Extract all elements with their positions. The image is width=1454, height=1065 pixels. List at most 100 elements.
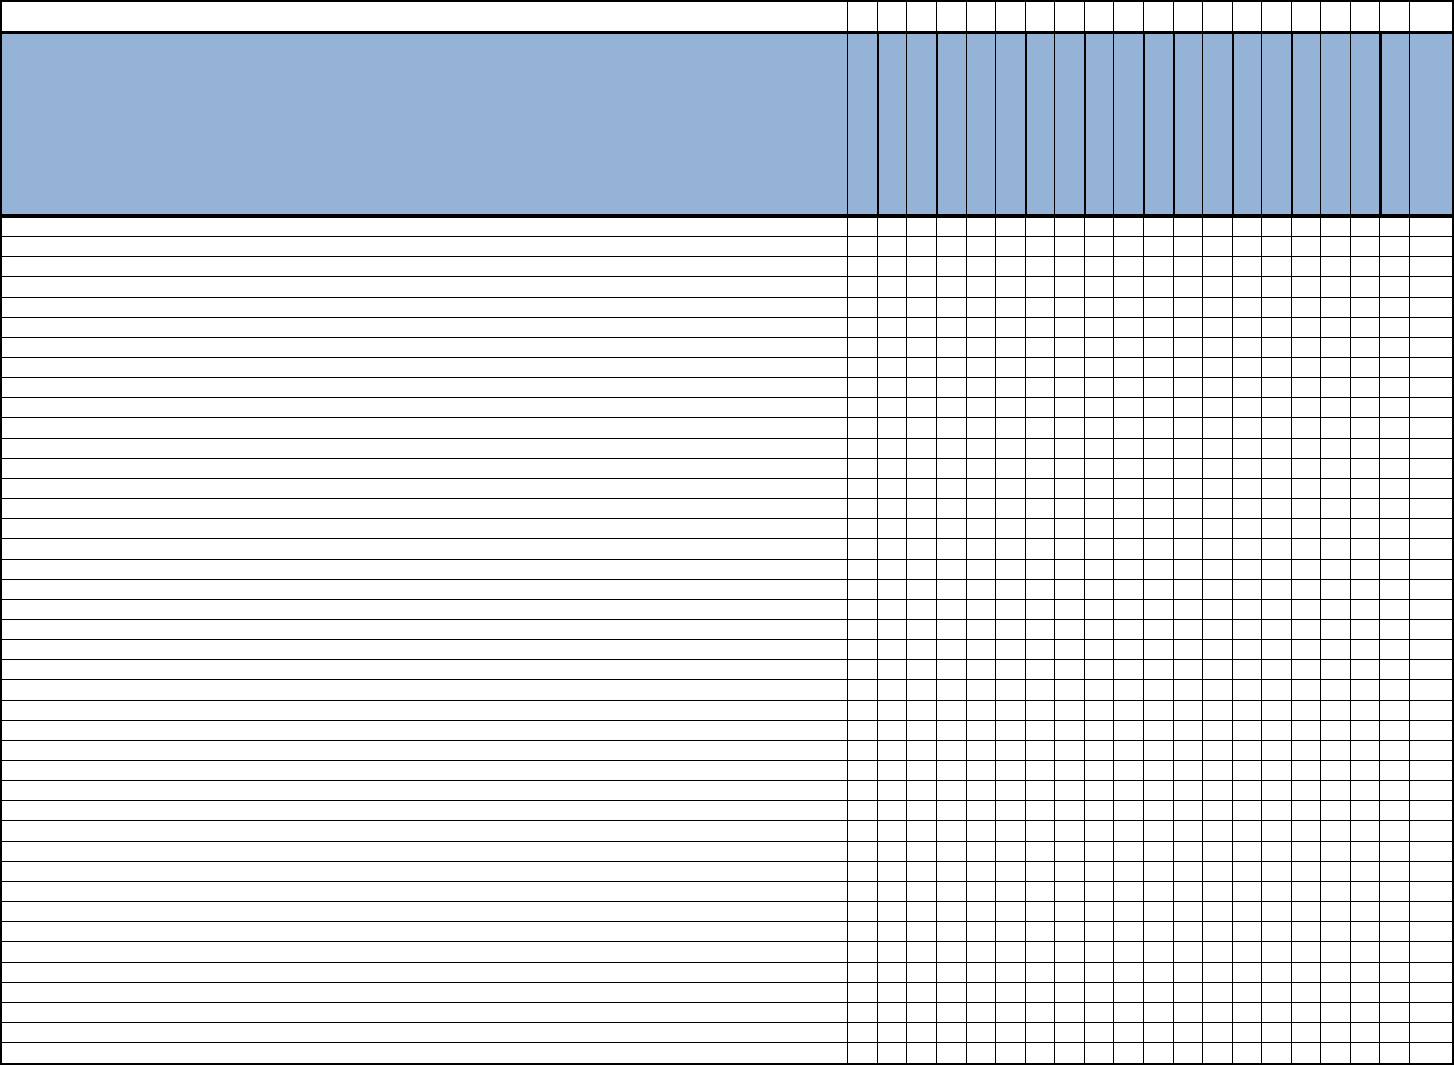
data-cell[interactable]: [1380, 721, 1410, 741]
data-cell[interactable]: [1292, 216, 1321, 237]
data-cell[interactable]: [1292, 418, 1321, 439]
data-cell[interactable]: [1380, 398, 1410, 418]
data-cell[interactable]: [1203, 922, 1233, 942]
data-cell[interactable]: [1262, 620, 1292, 640]
data-cell[interactable]: [1410, 1023, 1454, 1043]
data-cell[interactable]: [1174, 358, 1203, 378]
data-cell[interactable]: [848, 398, 878, 418]
data-cell[interactable]: [1114, 660, 1144, 680]
data-cell[interactable]: [937, 963, 967, 983]
title-row-cell[interactable]: [1351, 0, 1380, 33]
data-cell[interactable]: [1026, 519, 1055, 539]
data-cell[interactable]: [1144, 963, 1174, 983]
data-cell[interactable]: [1144, 741, 1174, 761]
data-cell[interactable]: [967, 801, 996, 821]
data-cell[interactable]: [1085, 237, 1114, 257]
data-cell[interactable]: [1380, 298, 1410, 318]
data-cell[interactable]: [907, 781, 937, 801]
data-cell[interactable]: [1174, 741, 1203, 761]
data-cell[interactable]: [996, 680, 1026, 701]
data-cell[interactable]: [1085, 781, 1114, 801]
data-cell[interactable]: [996, 963, 1026, 983]
data-cell[interactable]: [848, 942, 878, 963]
data-cell[interactable]: [0, 318, 848, 338]
data-cell[interactable]: [1380, 801, 1410, 821]
data-cell[interactable]: [907, 620, 937, 640]
data-cell[interactable]: [1203, 1023, 1233, 1043]
data-cell[interactable]: [1233, 983, 1262, 1003]
data-cell[interactable]: [937, 398, 967, 418]
data-cell[interactable]: [1351, 519, 1380, 539]
data-cell[interactable]: [1321, 942, 1351, 963]
data-cell[interactable]: [1292, 338, 1321, 358]
data-cell[interactable]: [907, 862, 937, 882]
header-cell[interactable]: [0, 33, 848, 216]
data-cell[interactable]: [1351, 761, 1380, 781]
data-cell[interactable]: [1233, 620, 1262, 640]
data-cell[interactable]: [967, 318, 996, 338]
data-cell[interactable]: [1380, 378, 1410, 398]
data-cell[interactable]: [1026, 338, 1055, 358]
data-cell[interactable]: [848, 801, 878, 821]
data-cell[interactable]: [1144, 539, 1174, 560]
data-cell[interactable]: [1055, 378, 1085, 398]
data-cell[interactable]: [1114, 539, 1144, 560]
data-cell[interactable]: [1144, 257, 1174, 277]
data-cell[interactable]: [907, 277, 937, 298]
data-cell[interactable]: [1410, 620, 1454, 640]
data-cell[interactable]: [907, 318, 937, 338]
data-cell[interactable]: [1174, 761, 1203, 781]
data-cell[interactable]: [848, 237, 878, 257]
title-row-cell[interactable]: [1203, 0, 1233, 33]
data-cell[interactable]: [1144, 519, 1174, 539]
data-cell[interactable]: [0, 640, 848, 660]
data-cell[interactable]: [1026, 721, 1055, 741]
data-cell[interactable]: [878, 963, 907, 983]
data-cell[interactable]: [1174, 298, 1203, 318]
data-cell[interactable]: [1233, 1003, 1262, 1023]
data-cell[interactable]: [1292, 277, 1321, 298]
data-cell[interactable]: [1026, 560, 1055, 580]
data-cell[interactable]: [937, 640, 967, 660]
data-cell[interactable]: [937, 519, 967, 539]
data-cell[interactable]: [848, 499, 878, 519]
data-cell[interactable]: [1203, 761, 1233, 781]
data-cell[interactable]: [1351, 801, 1380, 821]
data-cell[interactable]: [1321, 862, 1351, 882]
data-cell[interactable]: [1351, 539, 1380, 560]
data-cell[interactable]: [0, 701, 848, 721]
data-cell[interactable]: [1085, 862, 1114, 882]
data-cell[interactable]: [937, 560, 967, 580]
data-cell[interactable]: [1114, 640, 1144, 660]
data-cell[interactable]: [1203, 277, 1233, 298]
data-cell[interactable]: [0, 560, 848, 580]
data-cell[interactable]: [1292, 862, 1321, 882]
data-cell[interactable]: [967, 680, 996, 701]
data-cell[interactable]: [1262, 358, 1292, 378]
data-cell[interactable]: [1380, 459, 1410, 479]
data-cell[interactable]: [1174, 1003, 1203, 1023]
data-cell[interactable]: [1321, 298, 1351, 318]
data-cell[interactable]: [1144, 801, 1174, 821]
data-cell[interactable]: [848, 439, 878, 459]
data-cell[interactable]: [1351, 398, 1380, 418]
data-cell[interactable]: [1085, 418, 1114, 439]
data-cell[interactable]: [1321, 277, 1351, 298]
data-cell[interactable]: [1203, 439, 1233, 459]
data-cell[interactable]: [996, 398, 1026, 418]
data-cell[interactable]: [1026, 882, 1055, 902]
data-cell[interactable]: [907, 338, 937, 358]
data-cell[interactable]: [967, 862, 996, 882]
data-cell[interactable]: [1114, 358, 1144, 378]
data-cell[interactable]: [0, 1023, 848, 1043]
data-cell[interactable]: [1380, 499, 1410, 519]
data-cell[interactable]: [878, 721, 907, 741]
data-cell[interactable]: [1233, 821, 1262, 842]
header-cell[interactable]: [1144, 33, 1174, 216]
data-cell[interactable]: [1351, 418, 1380, 439]
data-cell[interactable]: [937, 216, 967, 237]
data-cell[interactable]: [1380, 761, 1410, 781]
data-cell[interactable]: [0, 459, 848, 479]
data-cell[interactable]: [878, 378, 907, 398]
data-cell[interactable]: [848, 660, 878, 680]
